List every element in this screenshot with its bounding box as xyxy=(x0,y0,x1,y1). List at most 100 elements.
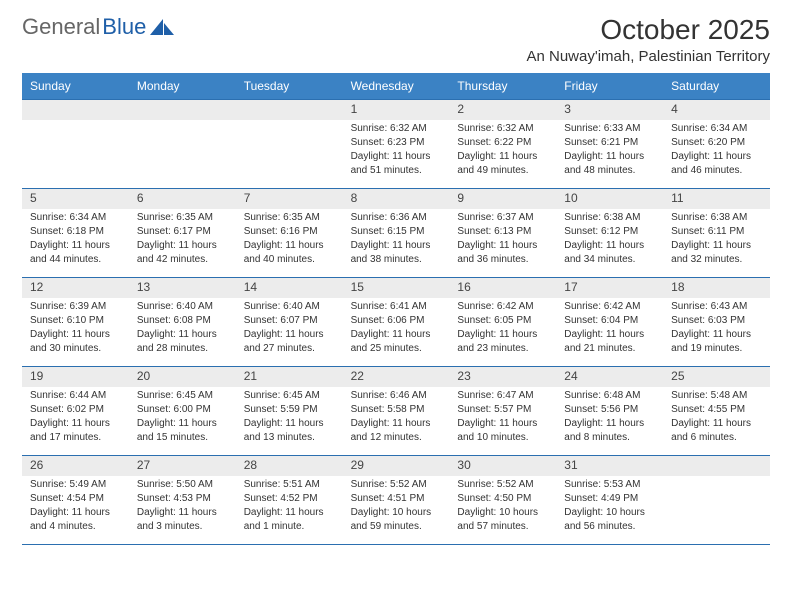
daylight-line: Daylight: 11 hours xyxy=(457,328,548,341)
day-details: Sunrise: 6:44 AMSunset: 6:02 PMDaylight:… xyxy=(22,387,129,444)
daylight-line: Daylight: 11 hours xyxy=(457,417,548,430)
day-number: 21 xyxy=(236,367,343,387)
day-details: Sunrise: 5:53 AMSunset: 4:49 PMDaylight:… xyxy=(556,476,663,533)
sunrise-line: Sunrise: 6:36 AM xyxy=(351,211,442,224)
daylight-line: Daylight: 11 hours xyxy=(30,506,121,519)
day-number: 8 xyxy=(343,189,450,209)
day-number: 25 xyxy=(663,367,770,387)
day-number: 26 xyxy=(22,456,129,476)
day-number: 23 xyxy=(449,367,556,387)
daylight-line: and 13 minutes. xyxy=(244,431,335,444)
day-cell: 3Sunrise: 6:33 AMSunset: 6:21 PMDaylight… xyxy=(556,100,663,188)
daylight-line: and 1 minute. xyxy=(244,520,335,533)
day-number xyxy=(236,100,343,120)
sunrise-line: Sunrise: 6:32 AM xyxy=(351,122,442,135)
daylight-line: Daylight: 11 hours xyxy=(30,328,121,341)
day-details: Sunrise: 6:35 AMSunset: 6:17 PMDaylight:… xyxy=(129,209,236,266)
day-number: 29 xyxy=(343,456,450,476)
sunrise-line: Sunrise: 5:48 AM xyxy=(671,389,762,402)
dow-cell: Monday xyxy=(129,73,236,99)
day-details: Sunrise: 6:39 AMSunset: 6:10 PMDaylight:… xyxy=(22,298,129,355)
day-details: Sunrise: 6:43 AMSunset: 6:03 PMDaylight:… xyxy=(663,298,770,355)
day-cell: 4Sunrise: 6:34 AMSunset: 6:20 PMDaylight… xyxy=(663,100,770,188)
day-number: 28 xyxy=(236,456,343,476)
header: GeneralBlue October 2025 An Nuway'imah, … xyxy=(22,14,770,65)
day-details: Sunrise: 6:33 AMSunset: 6:21 PMDaylight:… xyxy=(556,120,663,177)
daylight-line: and 56 minutes. xyxy=(564,520,655,533)
sunset-line: Sunset: 4:49 PM xyxy=(564,492,655,505)
daylight-line: and 40 minutes. xyxy=(244,253,335,266)
sunset-line: Sunset: 4:54 PM xyxy=(30,492,121,505)
sunrise-line: Sunrise: 6:35 AM xyxy=(137,211,228,224)
sunset-line: Sunset: 6:10 PM xyxy=(30,314,121,327)
day-details: Sunrise: 5:49 AMSunset: 4:54 PMDaylight:… xyxy=(22,476,129,533)
daylight-line: and 15 minutes. xyxy=(137,431,228,444)
day-cell: 7Sunrise: 6:35 AMSunset: 6:16 PMDaylight… xyxy=(236,189,343,277)
day-details: Sunrise: 6:38 AMSunset: 6:12 PMDaylight:… xyxy=(556,209,663,266)
calendar-body: 1Sunrise: 6:32 AMSunset: 6:23 PMDaylight… xyxy=(22,99,770,545)
sunrise-line: Sunrise: 5:52 AM xyxy=(351,478,442,491)
day-details: Sunrise: 6:45 AMSunset: 5:59 PMDaylight:… xyxy=(236,387,343,444)
daylight-line: and 57 minutes. xyxy=(457,520,548,533)
daylight-line: and 3 minutes. xyxy=(137,520,228,533)
calendar-page: GeneralBlue October 2025 An Nuway'imah, … xyxy=(0,0,792,612)
day-number: 31 xyxy=(556,456,663,476)
day-cell: 20Sunrise: 6:45 AMSunset: 6:00 PMDayligh… xyxy=(129,367,236,455)
sunset-line: Sunset: 5:57 PM xyxy=(457,403,548,416)
sunrise-line: Sunrise: 5:53 AM xyxy=(564,478,655,491)
sunrise-line: Sunrise: 6:44 AM xyxy=(30,389,121,402)
dow-cell: Thursday xyxy=(449,73,556,99)
day-cell: 6Sunrise: 6:35 AMSunset: 6:17 PMDaylight… xyxy=(129,189,236,277)
sunrise-line: Sunrise: 6:33 AM xyxy=(564,122,655,135)
daylight-line: and 34 minutes. xyxy=(564,253,655,266)
day-cell: 22Sunrise: 6:46 AMSunset: 5:58 PMDayligh… xyxy=(343,367,450,455)
daylight-line: and 10 minutes. xyxy=(457,431,548,444)
sunrise-line: Sunrise: 5:51 AM xyxy=(244,478,335,491)
daylight-line: Daylight: 11 hours xyxy=(564,150,655,163)
calendar: SundayMondayTuesdayWednesdayThursdayFrid… xyxy=(22,73,770,545)
daylight-line: and 8 minutes. xyxy=(564,431,655,444)
day-number: 11 xyxy=(663,189,770,209)
sunset-line: Sunset: 6:22 PM xyxy=(457,136,548,149)
daylight-line: and 6 minutes. xyxy=(671,431,762,444)
sunrise-line: Sunrise: 6:32 AM xyxy=(457,122,548,135)
sunset-line: Sunset: 5:56 PM xyxy=(564,403,655,416)
day-cell: 2Sunrise: 6:32 AMSunset: 6:22 PMDaylight… xyxy=(449,100,556,188)
week-row: 5Sunrise: 6:34 AMSunset: 6:18 PMDaylight… xyxy=(22,189,770,278)
day-number: 12 xyxy=(22,278,129,298)
daylight-line: and 51 minutes. xyxy=(351,164,442,177)
day-number: 10 xyxy=(556,189,663,209)
sunset-line: Sunset: 6:11 PM xyxy=(671,225,762,238)
brand-part1: General xyxy=(22,14,100,40)
daylight-line: and 23 minutes. xyxy=(457,342,548,355)
sunrise-line: Sunrise: 5:50 AM xyxy=(137,478,228,491)
day-number: 18 xyxy=(663,278,770,298)
day-number xyxy=(663,456,770,476)
daylight-line: and 36 minutes. xyxy=(457,253,548,266)
day-number: 1 xyxy=(343,100,450,120)
day-cell: 19Sunrise: 6:44 AMSunset: 6:02 PMDayligh… xyxy=(22,367,129,455)
month-title: October 2025 xyxy=(526,14,770,46)
day-cell: 26Sunrise: 5:49 AMSunset: 4:54 PMDayligh… xyxy=(22,456,129,544)
daylight-line: and 12 minutes. xyxy=(351,431,442,444)
day-cell: 11Sunrise: 6:38 AMSunset: 6:11 PMDayligh… xyxy=(663,189,770,277)
day-cell: 27Sunrise: 5:50 AMSunset: 4:53 PMDayligh… xyxy=(129,456,236,544)
daylight-line: and 28 minutes. xyxy=(137,342,228,355)
daylight-line: and 49 minutes. xyxy=(457,164,548,177)
sunset-line: Sunset: 6:13 PM xyxy=(457,225,548,238)
sunset-line: Sunset: 6:15 PM xyxy=(351,225,442,238)
day-number: 7 xyxy=(236,189,343,209)
sunrise-line: Sunrise: 6:41 AM xyxy=(351,300,442,313)
daylight-line: and 19 minutes. xyxy=(671,342,762,355)
day-details: Sunrise: 6:32 AMSunset: 6:22 PMDaylight:… xyxy=(449,120,556,177)
day-number: 6 xyxy=(129,189,236,209)
daylight-line: Daylight: 11 hours xyxy=(30,417,121,430)
sunrise-line: Sunrise: 6:42 AM xyxy=(564,300,655,313)
day-details: Sunrise: 5:52 AMSunset: 4:51 PMDaylight:… xyxy=(343,476,450,533)
sunset-line: Sunset: 6:23 PM xyxy=(351,136,442,149)
sunset-line: Sunset: 6:03 PM xyxy=(671,314,762,327)
sunrise-line: Sunrise: 6:43 AM xyxy=(671,300,762,313)
sunrise-line: Sunrise: 6:38 AM xyxy=(671,211,762,224)
dow-cell: Saturday xyxy=(663,73,770,99)
sunrise-line: Sunrise: 6:40 AM xyxy=(137,300,228,313)
